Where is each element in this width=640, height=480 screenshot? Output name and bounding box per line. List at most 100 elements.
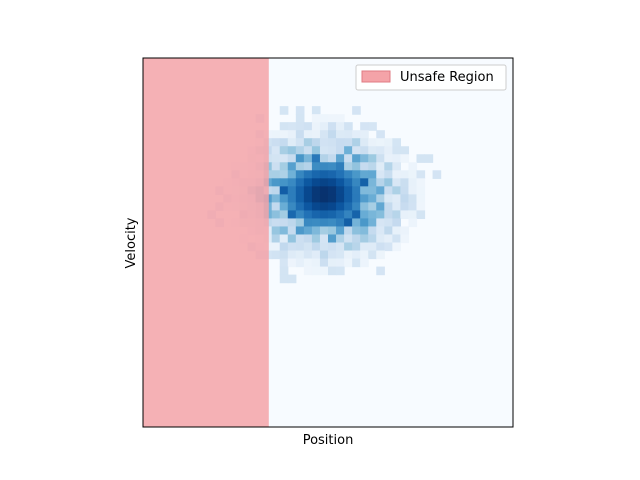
heatmap-cell [336,186,345,195]
heatmap-cell [352,210,361,220]
heatmap-cell [328,154,337,163]
heatmap-cell [384,146,393,155]
heatmap-cell [319,250,329,260]
heatmap-cell [344,170,353,179]
heatmap-cell [400,186,410,195]
heatmap-cell [392,154,401,163]
heatmap-cell [311,170,321,179]
heatmap-cell [271,170,281,179]
heatmap-cell [279,274,289,284]
heatmap-cell [336,258,345,268]
heatmap-cell [295,258,305,268]
heatmap-cell [360,122,369,131]
heatmap-cell [384,170,393,179]
heatmap-cell [295,202,305,212]
heatmap-cell [376,250,385,260]
heatmap-cell [319,242,329,252]
heatmap-cell [303,218,313,228]
heatmap-cell [328,186,337,195]
heatmap-cell [368,226,377,236]
heatmap-cell [271,202,281,212]
heatmap-cell [287,194,297,203]
heatmap-cell [352,226,361,236]
heatmap-cell [352,194,361,203]
heatmap-cell [392,138,401,147]
heatmap-cell [328,138,337,147]
heatmap-cell [344,138,353,147]
heatmap-cell [311,162,321,171]
heatmap-cell [336,242,345,252]
heatmap-cell [344,146,353,155]
heatmap-cell [376,162,385,171]
heatmap-cell [368,162,377,171]
heatmap-cell [279,218,289,228]
heatmap-cell [392,146,401,155]
legend-swatch-unsafe-region [361,70,391,83]
heatmap-cell [295,194,305,203]
heatmap-cell [287,274,297,284]
heatmap-cell [392,170,401,179]
heatmap-cell [344,250,353,260]
heatmap-cell [352,202,361,212]
heatmap-cell [376,210,385,220]
heatmap-cell [287,186,297,195]
heatmap-cell [303,178,313,187]
heatmap-cell [400,202,410,212]
heatmap-cell [336,146,345,155]
heatmap-cell [328,194,337,203]
heatmap-cell [392,194,401,203]
heatmap-cell [295,226,305,236]
heatmap-cell [295,178,305,187]
heatmap-cell [384,226,393,236]
heatmap-cell [408,178,418,187]
heatmap-cell [360,258,369,268]
heatmap-cell [311,250,321,260]
heatmap-cell [416,178,426,187]
heatmap-cell [279,138,289,147]
heatmap-cell [311,226,321,236]
heatmap-cell [287,234,297,244]
heatmap-cell [271,226,281,236]
heatmap-cell [319,186,329,195]
heatmap-cell [384,162,393,171]
heatmap-cell [319,226,329,236]
heatmap-cell [360,162,369,171]
legend: Unsafe Region [355,64,507,91]
heatmap-cell [368,210,377,220]
heatmap-cell [432,170,442,179]
heatmap-cell [336,122,345,131]
heatmap-cell [328,266,337,276]
heatmap-cell [368,178,377,187]
heatmap-cell [287,242,297,252]
heatmap-cell [408,170,418,179]
heatmap-cell [295,234,305,244]
heatmap-cell [303,258,313,268]
heatmap-cell [279,178,289,187]
heatmap-cell [303,122,313,131]
legend-box [355,64,507,91]
heatmap-cell [376,146,385,155]
heatmap-cell [368,202,377,212]
heatmap-cell [376,218,385,228]
heatmap-cell [295,186,305,195]
heatmap-cell [328,218,337,228]
x-axis-label: Position [303,433,354,448]
heatmap-cell [360,250,369,260]
heatmap-cell [303,194,313,203]
heatmap-cell [352,178,361,187]
heatmap-cell [303,130,313,139]
heatmap-cell [392,226,401,236]
heatmap-cell [360,178,369,187]
heatmap-cell [336,250,345,260]
heatmap-cell [279,258,289,268]
heatmap-cell [392,162,401,171]
heatmap-cell [384,154,393,163]
heatmap-cell [295,242,305,252]
heatmap-cell [360,146,369,155]
heatmap-cell [360,154,369,163]
heatmap-cell [303,250,313,260]
heatmap-cell [287,138,297,147]
heatmap-cell [328,210,337,220]
heatmap-cell [392,202,401,212]
heatmap-cell [368,250,377,260]
